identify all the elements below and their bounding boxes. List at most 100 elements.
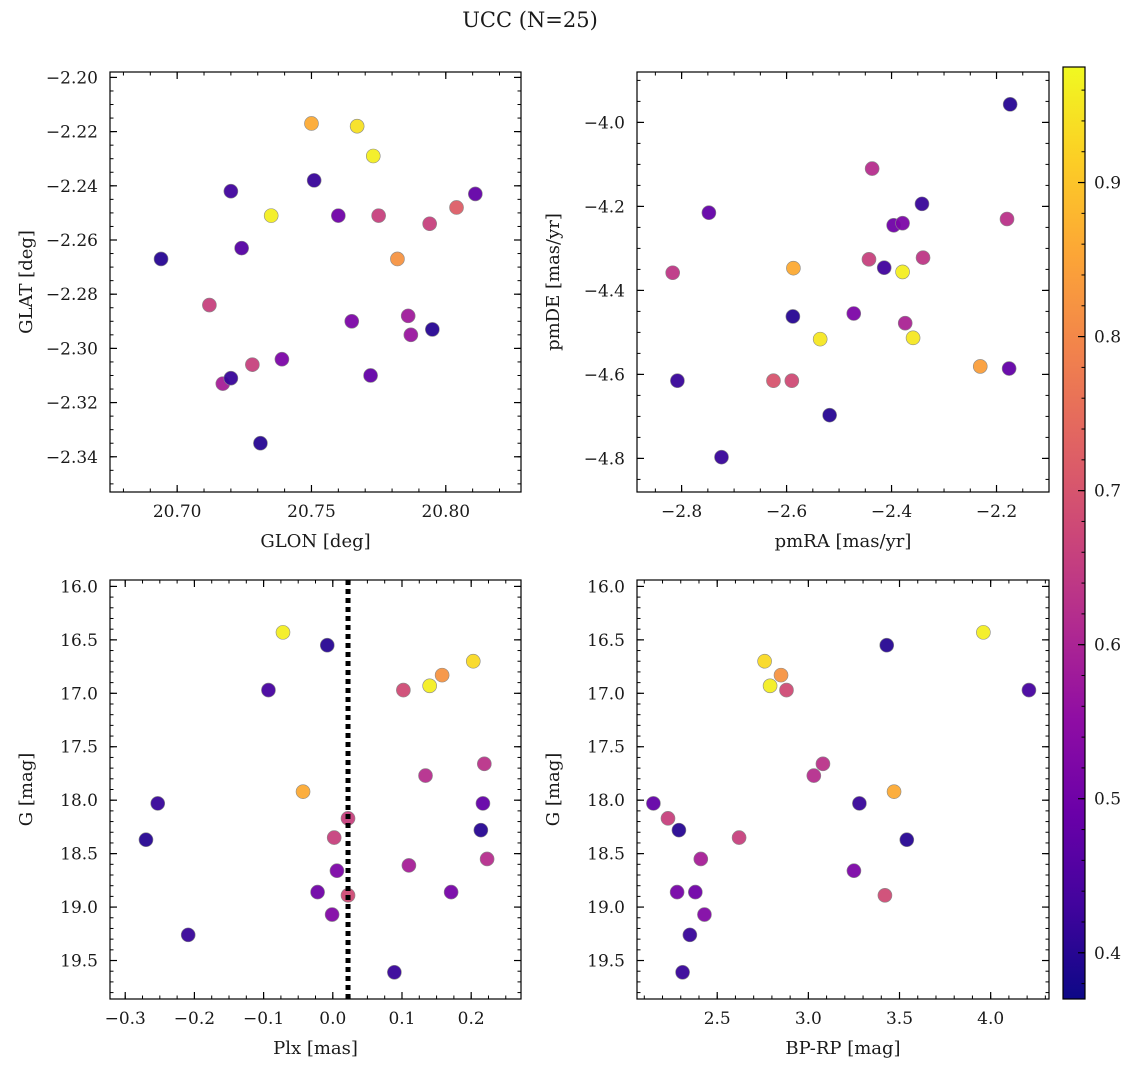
figure-title: UCC (N=25) xyxy=(462,8,598,32)
data-layer xyxy=(138,580,495,999)
scatter-point xyxy=(773,667,789,683)
scatter-point xyxy=(693,851,709,867)
scatter-point xyxy=(324,907,340,922)
panel-4: 2.5 3.0 3.5 4.0 16.0 16.5 17.0 17.5 18.0 18.5 19.0… xyxy=(543,577,1050,1059)
axis-ticks xyxy=(110,72,521,492)
scatter-point xyxy=(701,205,717,220)
scatter-point xyxy=(976,625,991,640)
y-tick-label: −2.34 xyxy=(46,448,98,468)
y-tick-label: −4.4 xyxy=(584,281,625,301)
scatter-point xyxy=(150,796,166,811)
scatter-point xyxy=(306,173,322,188)
scatter-point xyxy=(779,682,794,698)
axis-ticks xyxy=(637,72,1050,492)
y-tick-label: 18.0 xyxy=(60,791,98,811)
y-tick-label: −2.30 xyxy=(46,339,98,359)
scatter-point xyxy=(914,196,930,212)
scatter-point xyxy=(223,183,239,199)
scatter-point xyxy=(731,830,747,845)
scatter-point xyxy=(762,678,778,694)
scatter-point xyxy=(319,637,335,653)
scatter-point xyxy=(245,357,260,372)
scatter-point xyxy=(443,884,459,900)
y-tick-label: 19.0 xyxy=(60,898,98,918)
scatter-point xyxy=(675,964,690,980)
scatter-point xyxy=(879,637,895,653)
scatter-point xyxy=(785,309,801,324)
scatter-point xyxy=(915,250,931,265)
y-axis-label: G [mag] xyxy=(16,753,37,826)
y-tick-label: 17.5 xyxy=(587,738,625,758)
y-tick-label: −2.24 xyxy=(46,177,98,197)
scatter-point xyxy=(972,359,988,374)
scatter-point xyxy=(401,858,417,873)
scatter-point xyxy=(822,407,837,423)
scatter-point xyxy=(852,796,867,811)
scatter-point xyxy=(263,208,279,223)
x-tick-label: −0.3 xyxy=(105,1009,146,1029)
x-tick-label: 4.0 xyxy=(977,1009,1004,1029)
y-tick-label: 19.0 xyxy=(587,898,625,918)
panel-3: −0.3 −0.2 −0.1 0.0 0.1 0.2 16.0 16.5 17.0 17.5 18.… xyxy=(16,577,522,1059)
scatter-point xyxy=(895,264,910,280)
panel-2: −2.8 −2.6 −2.4 −2.2 −4.8 −4.6 −4.4 −4.2 −4.0 pmRA… xyxy=(543,71,1050,552)
y-tick-label: −2.26 xyxy=(46,231,98,251)
x-axis-label: pmRA [mas/yr] xyxy=(775,531,912,552)
scatter-point xyxy=(688,884,703,900)
x-tick-label: −0.1 xyxy=(243,1009,284,1029)
scatter-point xyxy=(473,822,489,838)
x-tick-label: 3.0 xyxy=(795,1009,822,1029)
axis-ticks xyxy=(110,580,521,999)
scatter-point xyxy=(261,682,276,698)
scatter-point xyxy=(660,811,676,826)
y-tick-label: −2.20 xyxy=(46,68,98,88)
y-tick-label: −2.22 xyxy=(46,123,98,143)
scatter-point xyxy=(422,216,437,232)
scatter-point xyxy=(403,327,419,343)
x-tick-label: 2.5 xyxy=(704,1009,731,1029)
colorbar-tick-label: 0.7 xyxy=(1094,482,1121,502)
colorbar-tick-label: 0.4 xyxy=(1094,944,1121,964)
x-axis-label: GLON [deg] xyxy=(260,531,370,552)
y-tick-label: 17.5 xyxy=(60,738,98,758)
scatter-point xyxy=(886,784,902,799)
scatter-point xyxy=(671,822,687,838)
y-tick-label: 19.5 xyxy=(587,952,625,972)
x-axis-label: BP-RP [mag] xyxy=(785,1038,900,1059)
scatter-point xyxy=(223,370,239,386)
scatter-point xyxy=(757,653,772,669)
scatter-point xyxy=(1001,361,1017,376)
y-tick-label: 19.5 xyxy=(60,952,98,972)
scatter-point xyxy=(815,756,831,772)
colorbar-tick-label: 0.8 xyxy=(1094,328,1121,348)
colorbar-gradient xyxy=(1062,66,1086,1000)
scatter-point xyxy=(425,322,440,337)
y-axis-label: GLAT [deg] xyxy=(16,230,37,334)
scatter-point xyxy=(329,863,345,879)
scatter-point xyxy=(295,784,311,799)
scatter-point xyxy=(153,251,169,267)
scatter-point xyxy=(422,678,437,694)
scatter-point xyxy=(400,308,416,324)
y-tick-label: 16.5 xyxy=(587,631,625,651)
colorbar: 0.4 0.5 0.6 0.7 0.8 0.9 xyxy=(1062,66,1121,1000)
scatter-point xyxy=(682,927,698,943)
scatter-point xyxy=(234,240,249,256)
scatter-point xyxy=(665,265,680,281)
y-tick-label: −4.0 xyxy=(584,113,625,133)
scatter-point xyxy=(477,756,492,772)
scatter-point xyxy=(365,148,381,164)
data-layer xyxy=(665,97,1018,465)
x-axis-label: Plx [mas] xyxy=(273,1038,358,1059)
y-tick-label: −4.2 xyxy=(584,197,625,217)
scatter-point xyxy=(387,964,402,980)
x-tick-label: 20.75 xyxy=(287,502,336,522)
x-tick-label: 0.2 xyxy=(458,1009,485,1029)
axes-frame xyxy=(636,71,1050,493)
scatter-point xyxy=(468,186,483,202)
y-tick-label: −4.8 xyxy=(584,449,625,469)
colorbar-tick-label: 0.9 xyxy=(1094,174,1121,194)
scatter-point xyxy=(344,313,360,329)
x-tick-label: 20.80 xyxy=(421,502,470,522)
scatter-point xyxy=(202,297,217,313)
